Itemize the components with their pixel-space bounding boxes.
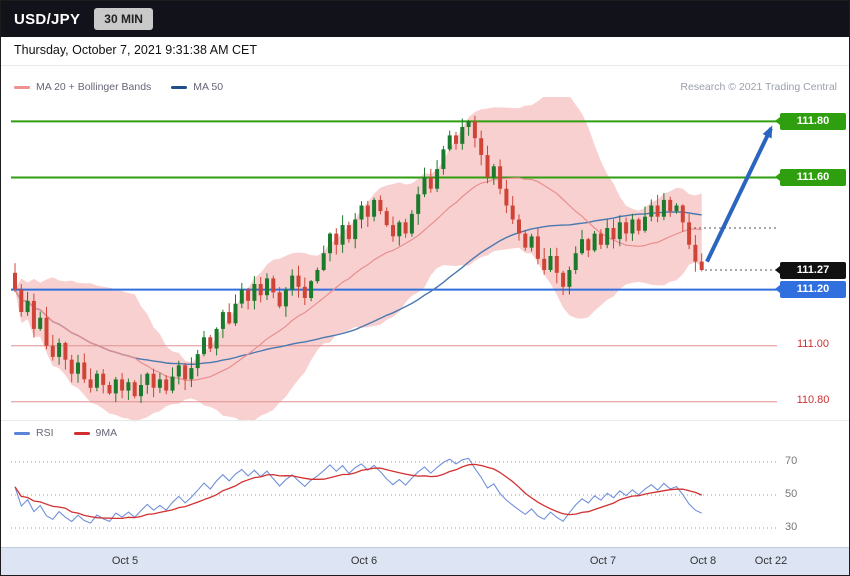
chart-legend: MA 20 + Bollinger Bands MA 50 Research ©… (14, 81, 837, 93)
rsi-grid-label-70: 70 (785, 455, 798, 467)
rsi-grid-label-30: 30 (785, 521, 798, 533)
price-chart (11, 97, 777, 422)
ma50-line-icon (171, 85, 188, 89)
divider (1, 65, 849, 66)
price-label-last: 111.27 (775, 261, 846, 279)
symbol-title: USD/JPY (14, 10, 81, 28)
timestamp: Thursday, October 7, 2021 9:31:38 AM CET (14, 43, 257, 57)
ma20-line-icon (14, 85, 30, 89)
timeframe-badge[interactable]: 30 MIN (94, 8, 153, 30)
price-label-pivot-1: 111.00 (796, 338, 829, 351)
title-bar: USD/JPY 30 MIN (1, 1, 849, 37)
rsi-line-icon (14, 431, 30, 435)
rsi-ma-line-icon (73, 431, 90, 435)
copyright-credit: Research © 2021 Trading Central (680, 81, 837, 93)
divider (1, 420, 849, 421)
rsi-legend-item: RSI (14, 427, 54, 439)
ma50-legend: MA 50 (171, 81, 223, 93)
x-axis-label-oct5: Oct 5 (111, 555, 139, 567)
time-axis: Oct 5 Oct 6 Oct 7 Oct 8 Oct 22 (1, 547, 849, 575)
ma20-legend: MA 20 + Bollinger Bands (14, 81, 151, 93)
x-axis-label-oct8: Oct 8 (689, 555, 717, 567)
price-label-pivot-2: 110.80 (796, 394, 830, 407)
ma20-legend-label: MA 20 + Bollinger Bands (36, 81, 152, 93)
x-axis-label-oct22: Oct 22 (754, 555, 788, 567)
rsi-legend-label: RSI (36, 427, 54, 439)
x-axis-label-oct7: Oct 7 (589, 555, 617, 567)
x-axis-label-oct6: Oct 6 (350, 555, 378, 567)
rsi-grid-label-50: 50 (785, 488, 798, 500)
rsi-chart (11, 457, 777, 529)
rsi-ma-legend-label: 9MA (95, 427, 118, 439)
rsi-ma-legend-item: 9MA (73, 427, 118, 439)
price-label-resistance-2: 111.60 (775, 168, 846, 186)
rsi-legend: RSI 9MA (14, 427, 837, 439)
ma50-legend-label: MA 50 (193, 81, 224, 93)
price-label-resistance-1: 111.80 (775, 112, 846, 130)
price-label-support: 111.20 (775, 281, 846, 299)
